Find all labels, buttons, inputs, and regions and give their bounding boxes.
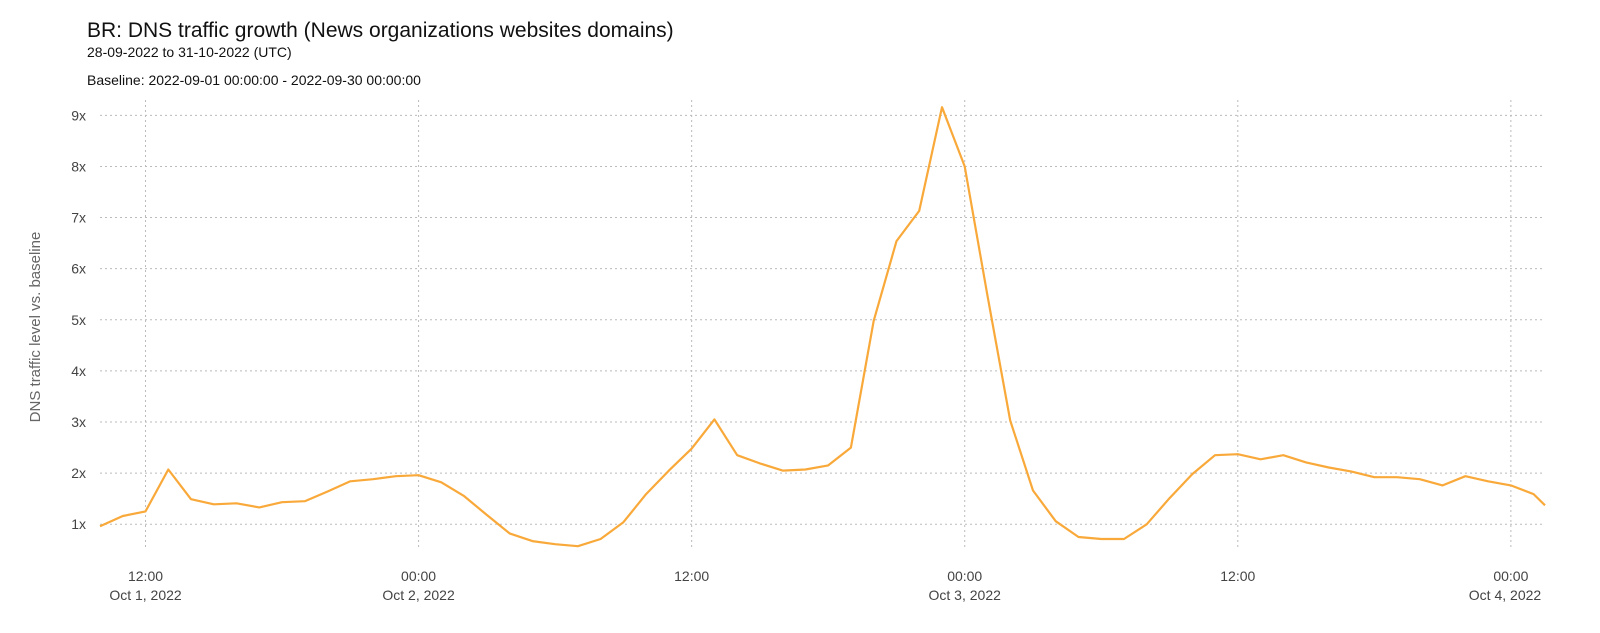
x-tick-label: 12:00 xyxy=(674,568,709,584)
y-tick-label: 3x xyxy=(71,414,86,430)
y-tick-label: 1x xyxy=(71,516,86,532)
y-tick-label: 9x xyxy=(71,107,86,123)
y-tick-label: 8x xyxy=(71,158,86,174)
y-tick-label: 6x xyxy=(71,261,86,277)
x-tick-label: 00:00 xyxy=(401,568,436,584)
x-tick-date: Oct 1, 2022 xyxy=(109,587,182,603)
x-tick-date: Oct 3, 2022 xyxy=(929,587,1002,603)
x-tick-date: Oct 2, 2022 xyxy=(382,587,455,603)
chart-title: BR: DNS traffic growth (News organizatio… xyxy=(87,19,674,42)
x-tick-label: 12:00 xyxy=(1220,568,1255,584)
y-tick-label: 4x xyxy=(71,363,86,379)
x-tick-label: 12:00 xyxy=(128,568,163,584)
baseline-note: Baseline: 2022-09-01 00:00:00 - 2022-09-… xyxy=(87,72,421,88)
x-tick-label: 00:00 xyxy=(947,568,982,584)
x-tick-label: 00:00 xyxy=(1493,568,1528,584)
y-axis-label: DNS traffic level vs. baseline xyxy=(27,232,44,423)
y-tick-label: 7x xyxy=(71,210,86,226)
data-line xyxy=(99,106,1546,548)
chart-subtitle: 28-09-2022 to 31-10-2022 (UTC) xyxy=(87,44,292,60)
x-tick-date: Oct 4, 2022 xyxy=(1469,587,1542,603)
y-tick-label: 2x xyxy=(71,465,86,481)
y-tick-label: 5x xyxy=(71,312,86,328)
